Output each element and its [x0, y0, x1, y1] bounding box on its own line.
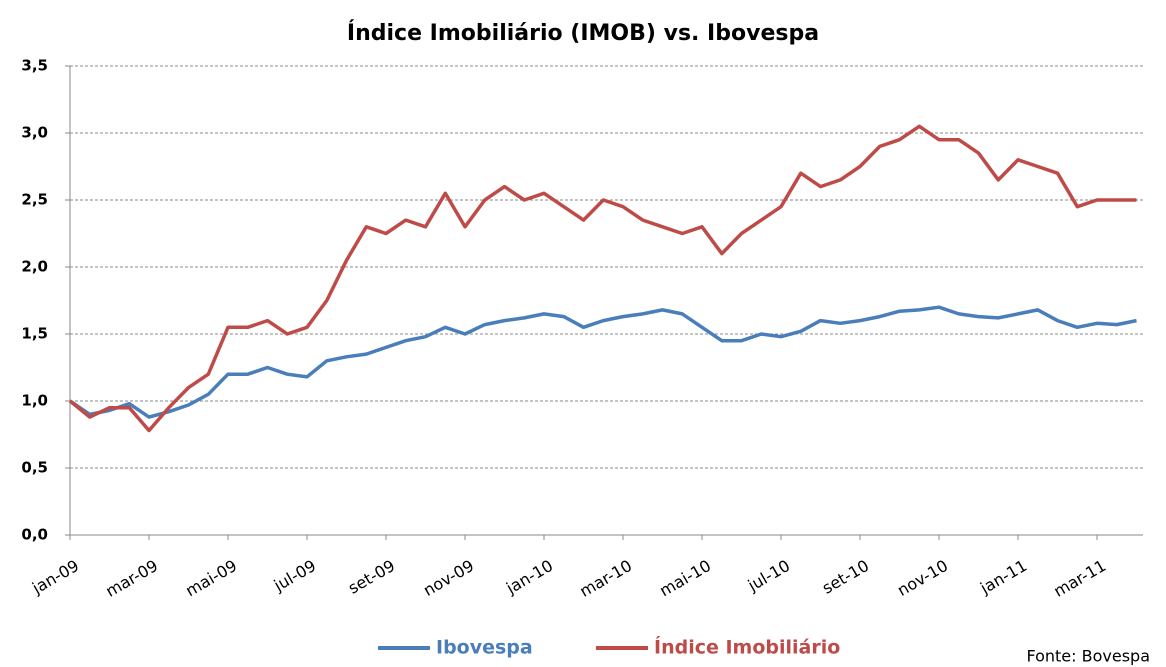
y-tick-label: 1,5: [21, 325, 48, 343]
series-line: [69, 305, 1137, 419]
x-tick-label: set-09: [345, 556, 398, 598]
x-tick-label: mai-10: [656, 556, 714, 600]
source-note: Fonte: Bovespa: [1026, 647, 1150, 666]
x-tick-label: jul-10: [744, 556, 793, 596]
y-tick-label: 2,0: [21, 258, 48, 276]
x-tick-label: nov-10: [894, 556, 951, 600]
y-tick-label: 0,5: [21, 459, 48, 477]
x-tick-label: jan-11: [976, 556, 1030, 598]
x-tick-label: jan-10: [502, 556, 556, 598]
series-line: [68, 124, 1137, 433]
x-tick-label: nov-09: [420, 556, 477, 600]
legend-label: Ibovespa: [436, 637, 533, 659]
x-tick-label: jul-09: [270, 556, 319, 596]
chart-title: Índice Imobiliário (IMOB) vs. Ibovespa: [347, 20, 819, 46]
y-tick-label: 3,0: [21, 124, 48, 142]
y-tick-label: 3,5: [21, 57, 48, 75]
x-tick-label: mar-10: [576, 556, 635, 601]
x-tick-label: mar-09: [102, 556, 161, 601]
x-tick-label: set-10: [819, 556, 872, 598]
x-tick-label: jan-09: [28, 556, 82, 598]
x-tick-label: mai-09: [182, 556, 240, 600]
y-tick-label: 0,0: [21, 526, 48, 544]
legend-label: Índice Imobiliário: [654, 636, 840, 659]
y-tick-label: 2,5: [21, 191, 48, 209]
x-tick-label: mar-11: [1050, 556, 1109, 601]
y-tick-label: 1,0: [21, 392, 48, 410]
